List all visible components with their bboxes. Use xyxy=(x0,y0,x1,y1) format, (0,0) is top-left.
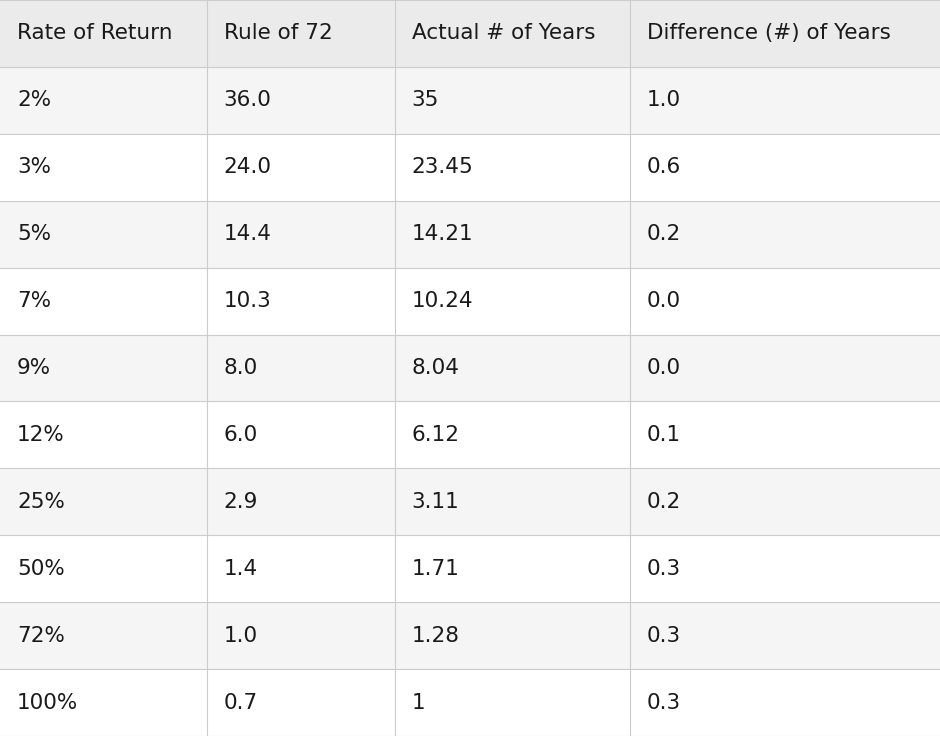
Text: 0.3: 0.3 xyxy=(647,559,681,578)
Text: 3%: 3% xyxy=(17,158,51,177)
Bar xyxy=(0,134,940,201)
Text: 7%: 7% xyxy=(17,291,51,311)
Text: 14.4: 14.4 xyxy=(224,224,272,244)
Text: 25%: 25% xyxy=(17,492,65,512)
Text: Actual # of Years: Actual # of Years xyxy=(412,24,595,43)
Text: 14.21: 14.21 xyxy=(412,224,474,244)
Text: Difference (#) of Years: Difference (#) of Years xyxy=(647,24,890,43)
Text: 1.4: 1.4 xyxy=(224,559,258,578)
Text: 0.3: 0.3 xyxy=(647,693,681,712)
Bar xyxy=(0,535,940,602)
Text: 9%: 9% xyxy=(17,358,51,378)
Bar xyxy=(0,468,940,535)
Bar xyxy=(0,268,940,335)
Text: 1.28: 1.28 xyxy=(412,626,460,645)
Text: 8.0: 8.0 xyxy=(224,358,258,378)
Bar xyxy=(0,602,940,669)
Text: 35: 35 xyxy=(412,91,439,110)
Text: 50%: 50% xyxy=(17,559,65,578)
Text: 10.3: 10.3 xyxy=(224,291,272,311)
Bar xyxy=(0,67,940,134)
Text: 0.0: 0.0 xyxy=(647,358,681,378)
Text: 10.24: 10.24 xyxy=(412,291,474,311)
Text: 0.3: 0.3 xyxy=(647,626,681,645)
Text: 72%: 72% xyxy=(17,626,65,645)
Text: 0.2: 0.2 xyxy=(647,224,681,244)
Text: 0.6: 0.6 xyxy=(647,158,681,177)
Text: 5%: 5% xyxy=(17,224,51,244)
Text: 1.71: 1.71 xyxy=(412,559,460,578)
Text: 0.0: 0.0 xyxy=(647,291,681,311)
Text: 24.0: 24.0 xyxy=(224,158,272,177)
Text: 2%: 2% xyxy=(17,91,51,110)
Text: 1.0: 1.0 xyxy=(224,626,258,645)
Text: 0.7: 0.7 xyxy=(224,693,258,712)
Text: 8.04: 8.04 xyxy=(412,358,460,378)
Bar xyxy=(0,335,940,401)
Text: 36.0: 36.0 xyxy=(224,91,272,110)
Text: 3.11: 3.11 xyxy=(412,492,460,512)
Bar xyxy=(0,669,940,736)
Text: 0.1: 0.1 xyxy=(647,425,681,445)
Bar xyxy=(0,401,940,468)
Text: 100%: 100% xyxy=(17,693,78,712)
Text: 1.0: 1.0 xyxy=(647,91,681,110)
Text: 6.0: 6.0 xyxy=(224,425,258,445)
Text: 2.9: 2.9 xyxy=(224,492,258,512)
Bar xyxy=(0,201,940,268)
Text: Rule of 72: Rule of 72 xyxy=(224,24,333,43)
Text: 23.45: 23.45 xyxy=(412,158,474,177)
Text: 12%: 12% xyxy=(17,425,65,445)
Text: 0.2: 0.2 xyxy=(647,492,681,512)
Text: 1: 1 xyxy=(412,693,425,712)
Text: 6.12: 6.12 xyxy=(412,425,460,445)
Bar xyxy=(0,0,940,67)
Text: Rate of Return: Rate of Return xyxy=(17,24,172,43)
